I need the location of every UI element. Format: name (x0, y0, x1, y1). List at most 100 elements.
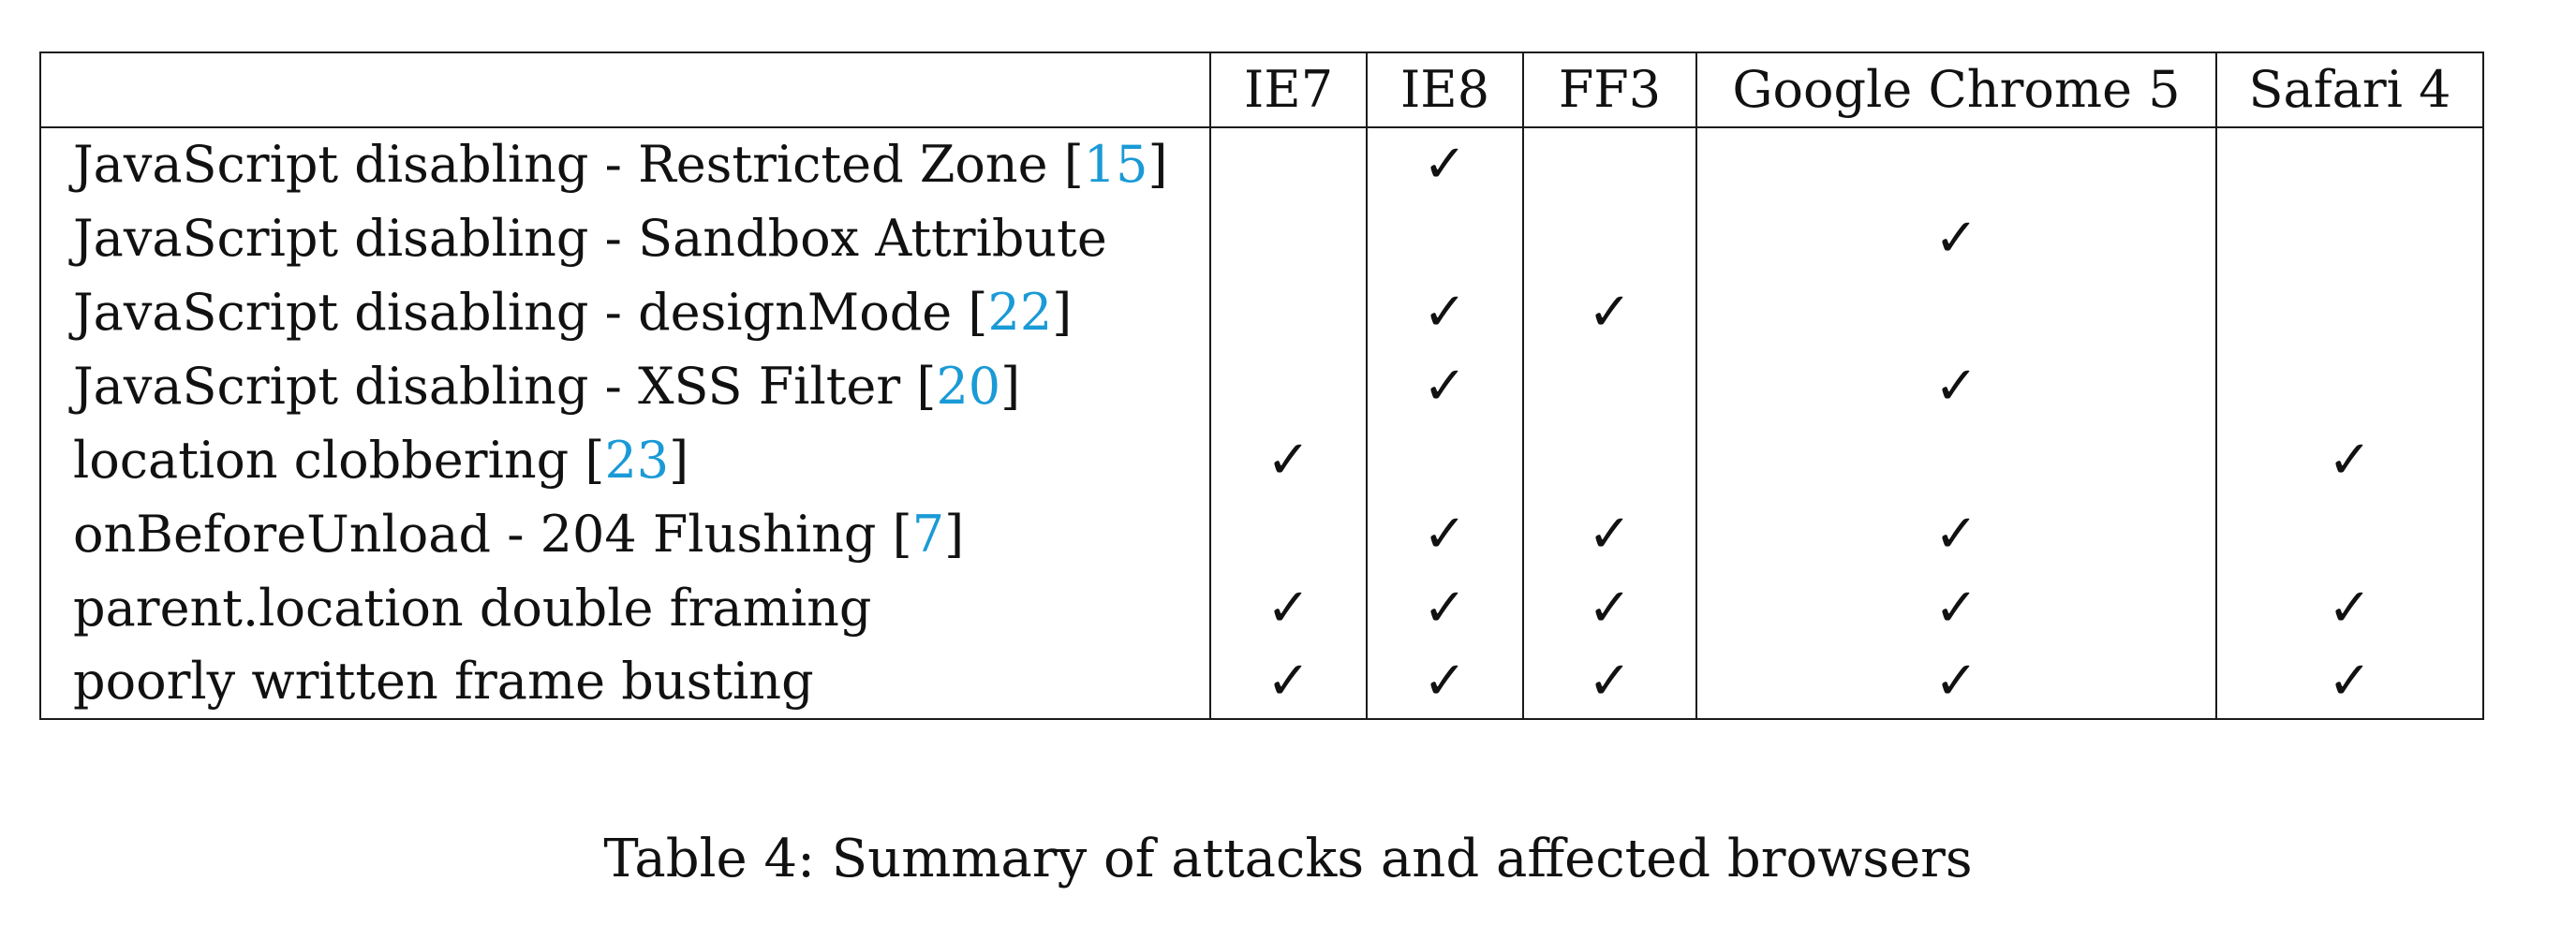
header-cell-ie7: IE7 (1209, 51, 1368, 128)
browser-cell-chrome5: ✓ (1695, 201, 2217, 275)
browser-cell-ff3: ✓ (1522, 497, 1697, 571)
browser-cell-chrome5: ✓ (1695, 571, 2217, 645)
header-cell-ie8: IE8 (1366, 51, 1524, 128)
table-row: JavaScript disabling - Sandbox Attribute… (39, 201, 2484, 275)
citation-link[interactable]: 23 (604, 430, 670, 490)
table-row: JavaScript disabling - XSS Filter [20] ✓ ✓ (39, 349, 2484, 423)
browser-cell-ie7 (1209, 201, 1368, 275)
attack-name: poorly written frame busting (73, 652, 814, 711)
checkmark-icon: ✓ (1934, 503, 1978, 565)
citation-close-bracket: ] (1052, 282, 1073, 342)
citation-close-bracket: ] (669, 430, 689, 490)
citation-open-bracket: [ (916, 356, 937, 416)
attack-name: JavaScript disabling - designMode (73, 282, 969, 342)
browser-cell-safari4 (2215, 127, 2484, 201)
checkmark-icon: ✓ (1588, 651, 1632, 712)
attack-name: parent.location double framing (73, 578, 872, 638)
browser-cell-chrome5: ✓ (1695, 645, 2217, 720)
checkmark-icon: ✓ (1588, 503, 1632, 565)
checkmark-icon: ✓ (1423, 577, 1467, 639)
attack-name-cell: parent.location double framing (39, 571, 1211, 645)
checkmark-icon: ✓ (2328, 429, 2372, 491)
citation-open-bracket: [ (1063, 135, 1084, 194)
attack-summary-table: IE7 IE8 FF3 Google Chrome 5 Safari 4 Jav… (39, 51, 2484, 720)
browser-cell-ie8: ✓ (1366, 571, 1524, 645)
checkmark-icon: ✓ (1266, 577, 1310, 639)
browser-cell-safari4 (2215, 349, 2484, 423)
table-row: JavaScript disabling - designMode [22] ✓ ✓ (39, 275, 2484, 349)
citation-close-bracket: ] (1000, 356, 1021, 416)
browser-cell-ie8: ✓ (1366, 497, 1524, 571)
browser-cell-ff3 (1522, 423, 1697, 497)
browser-cell-ie8: ✓ (1366, 645, 1524, 720)
browser-cell-ie7 (1209, 275, 1368, 349)
table-row: parent.location double framing ✓ ✓ ✓ ✓ ✓ (39, 571, 2484, 645)
table-row: JavaScript disabling - Restricted Zone [… (39, 127, 2484, 201)
header-cell-safari4: Safari 4 (2215, 51, 2484, 128)
checkmark-icon: ✓ (1588, 281, 1632, 343)
browser-cell-safari4 (2215, 497, 2484, 571)
browser-cell-ie7 (1209, 497, 1368, 571)
attack-name: JavaScript disabling - XSS Filter (73, 356, 917, 416)
browser-cell-ie7: ✓ (1209, 645, 1368, 720)
citation-link[interactable]: 22 (987, 282, 1053, 342)
attack-name: JavaScript disabling - Sandbox Attribute (73, 208, 1107, 268)
checkmark-icon: ✓ (1934, 577, 1978, 639)
browser-cell-ff3: ✓ (1522, 275, 1697, 349)
table-body: JavaScript disabling - Restricted Zone [… (39, 127, 2484, 720)
browser-cell-ie8: ✓ (1366, 127, 1524, 201)
browser-cell-safari4: ✓ (2215, 645, 2484, 720)
browser-cell-ff3: ✓ (1522, 645, 1697, 720)
checkmark-icon: ✓ (2328, 651, 2372, 712)
table-caption: Table 4: Summary of attacks and affected… (603, 829, 1973, 889)
checkmark-icon: ✓ (1934, 207, 1978, 269)
browser-cell-safari4 (2215, 275, 2484, 349)
checkmark-icon: ✓ (1934, 355, 1978, 417)
citation-close-bracket: ] (944, 504, 965, 564)
header-cell-attack (39, 51, 1211, 128)
attack-name: location clobbering (73, 430, 585, 490)
attack-name-cell: JavaScript disabling - Restricted Zone [… (39, 127, 1211, 201)
table-row: onBeforeUnload - 204 Flushing [7] ✓ ✓ ✓ (39, 497, 2484, 571)
citation-link[interactable]: 20 (936, 356, 1001, 416)
table-row: location clobbering [23] ✓ ✓ (39, 423, 2484, 497)
citation-open-bracket: [ (585, 430, 605, 490)
checkmark-icon: ✓ (1423, 651, 1467, 712)
attack-name-cell: JavaScript disabling - Sandbox Attribute (39, 201, 1211, 275)
browser-cell-chrome5 (1695, 127, 2217, 201)
browser-cell-ie7: ✓ (1209, 571, 1368, 645)
attack-name-cell: poorly written frame busting (39, 645, 1211, 720)
browser-cell-safari4: ✓ (2215, 571, 2484, 645)
browser-cell-chrome5 (1695, 275, 2217, 349)
browser-cell-ff3 (1522, 127, 1697, 201)
checkmark-icon: ✓ (1266, 651, 1310, 712)
checkmark-icon: ✓ (1423, 355, 1467, 417)
header-cell-chrome5: Google Chrome 5 (1695, 51, 2217, 128)
browser-cell-safari4: ✓ (2215, 423, 2484, 497)
browser-cell-ie8 (1366, 423, 1524, 497)
attack-name-cell: location clobbering [23] (39, 423, 1211, 497)
citation-close-bracket: ] (1147, 135, 1168, 194)
checkmark-icon: ✓ (2328, 577, 2372, 639)
citation-link[interactable]: 15 (1083, 135, 1148, 194)
browser-cell-ie7 (1209, 127, 1368, 201)
checkmark-icon: ✓ (1423, 134, 1467, 195)
checkmark-icon: ✓ (1934, 651, 1978, 712)
checkmark-icon: ✓ (1423, 503, 1467, 565)
browser-cell-ie8: ✓ (1366, 275, 1524, 349)
browser-cell-safari4 (2215, 201, 2484, 275)
browser-cell-chrome5 (1695, 423, 2217, 497)
table-row: poorly written frame busting ✓ ✓ ✓ ✓ ✓ (39, 645, 2484, 720)
citation-link[interactable]: 7 (911, 504, 945, 564)
browser-cell-ie8 (1366, 201, 1524, 275)
browser-cell-ff3: ✓ (1522, 571, 1697, 645)
checkmark-icon: ✓ (1423, 281, 1467, 343)
header-cell-ff3: FF3 (1522, 51, 1697, 128)
attack-name-cell: JavaScript disabling - designMode [22] (39, 275, 1211, 349)
browser-cell-chrome5: ✓ (1695, 497, 2217, 571)
citation-open-bracket: [ (968, 282, 988, 342)
attack-name-cell: onBeforeUnload - 204 Flushing [7] (39, 497, 1211, 571)
browser-cell-chrome5: ✓ (1695, 349, 2217, 423)
attack-name: JavaScript disabling - Restricted Zone (73, 135, 1064, 194)
attack-name-cell: JavaScript disabling - XSS Filter [20] (39, 349, 1211, 423)
